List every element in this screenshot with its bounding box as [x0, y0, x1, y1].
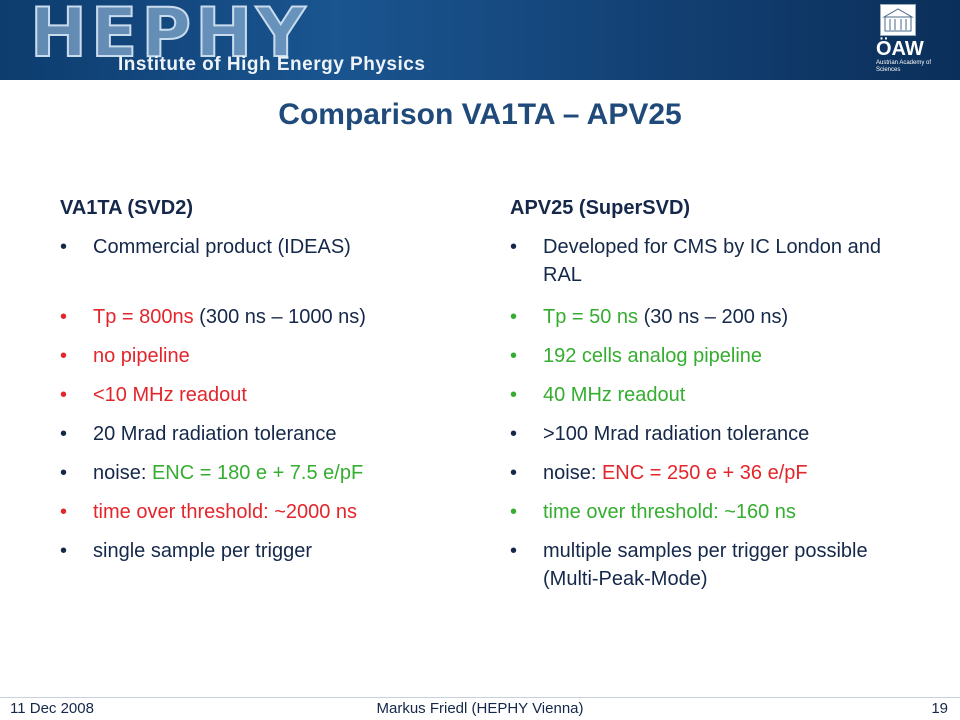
academy-logo: ÖAW Austrian Academy of Sciences	[872, 2, 956, 78]
bullet-text: 192 cells analog pipeline	[543, 345, 763, 367]
bullet-item: • 20 Mrad radiation tolerance	[60, 420, 480, 448]
bullet-item: • time over threshold: ~2000 ns	[60, 498, 480, 526]
institute-name: Institute of High Energy Physics	[118, 54, 426, 75]
bullet-text: (300 ns – 1000 ns)	[193, 306, 366, 328]
bullet-text: noise:	[93, 462, 152, 484]
bullet: •	[60, 540, 68, 562]
bullet: •	[60, 345, 68, 367]
bullet-text: Tp = 800ns	[93, 306, 194, 328]
bullet-text: time over threshold: ~160 ns	[543, 501, 796, 523]
bullet-list: • Developed for CMS by IC London and RAL •…	[510, 233, 910, 593]
bullet-item: • 192 cells analog pipeline	[510, 342, 910, 370]
bullet: •	[510, 384, 518, 406]
bullet-text: <10 MHz readout	[93, 384, 247, 406]
bullet-item: • <10 MHz readout	[60, 381, 480, 409]
bullet-text: Tp = 50 ns	[543, 306, 639, 328]
bullet: •	[510, 540, 518, 562]
logo: HEPHY	[29, 0, 310, 74]
bullet-text: ENC = 250 e + 36 e/pF	[601, 462, 808, 484]
bullet-text: Developed for CMS by IC London and RAL	[543, 236, 881, 286]
bullet-text: 40 MHz readout	[543, 384, 686, 406]
bullet-text: no pipeline	[93, 345, 190, 367]
bullet-text: noise:	[543, 462, 602, 484]
bullet-item: • multiple samples per trigger possible (…	[510, 537, 910, 593]
column-heading: APV25 (SuperSVD)	[510, 197, 691, 219]
bullet: •	[60, 423, 68, 445]
bullet-item: • Tp = 800ns (300 ns – 1000 ns)	[60, 303, 480, 331]
slide-title: Comparison VA1TA – APV25	[278, 98, 682, 131]
bullet: •	[510, 306, 518, 328]
bullet-text: (30 ns – 200 ns)	[638, 306, 789, 328]
bullet: •	[510, 501, 518, 523]
bullet-item: • noise: ENC = 250 e + 36 e/pF	[510, 459, 910, 487]
academy-emblem	[880, 4, 916, 36]
header: HEPHY Institute of High Energy Physics Ö…	[0, 0, 960, 80]
bullet: •	[60, 501, 68, 523]
bullet-text: multiple samples per trigger possible (M…	[543, 540, 868, 590]
bullet-text: time over threshold: ~2000 ns	[93, 501, 358, 523]
bullet: •	[510, 345, 518, 367]
bullet: •	[510, 423, 518, 445]
bullet-list: • Commercial product (IDEAS) • Tp = 800ns (…	[60, 233, 480, 565]
academy-full-name: Austrian Academy of Sciences	[876, 60, 932, 73]
column: VA1TA (SVD2) • Commercial product (IDEAS) •…	[60, 194, 480, 576]
bullet: •	[60, 236, 68, 258]
emblem-icon	[882, 8, 914, 32]
footer-author: Markus Friedl (HEPHY Vienna)	[376, 700, 584, 717]
bullet-item: • no pipeline	[60, 342, 480, 370]
academy-abbr: ÖAW	[876, 38, 924, 60]
bullet-item: • single sample per trigger	[60, 537, 480, 565]
bullet-item: • noise: ENC = 180 e + 7.5 e/pF	[60, 459, 480, 487]
bullet: •	[60, 384, 68, 406]
bullet: •	[510, 462, 518, 484]
bullet-item: • 40 MHz readout	[510, 381, 910, 409]
bullet-item: • Commercial product (IDEAS)	[60, 233, 480, 261]
footer-date: 11 Dec 2008	[10, 700, 94, 717]
bullet-text: 20 Mrad radiation tolerance	[93, 423, 337, 445]
page-number: 19	[931, 700, 948, 717]
bullet: •	[60, 462, 68, 484]
bullet-item: • >100 Mrad radiation tolerance	[510, 420, 910, 448]
bullet-item: • Developed for CMS by IC London and RAL	[510, 233, 910, 289]
footer: 11 Dec 2008 Markus Friedl (HEPHY Vienna)…	[0, 697, 960, 720]
bullet-text: >100 Mrad radiation tolerance	[543, 423, 810, 445]
bullet: •	[510, 236, 518, 258]
column: APV25 (SuperSVD) • Developed for CMS by IC…	[510, 194, 910, 604]
column-heading: VA1TA (SVD2)	[60, 197, 193, 219]
bullet-text: ENC = 180 e + 7.5 e/pF	[151, 462, 364, 484]
bullet-item: • time over threshold: ~160 ns	[510, 498, 910, 526]
bullet-text: Commercial product (IDEAS)	[93, 236, 351, 258]
bullet: •	[60, 306, 68, 328]
bullet-text: single sample per trigger	[93, 540, 312, 562]
bullet-item: • Tp = 50 ns (30 ns – 200 ns)	[510, 303, 910, 331]
